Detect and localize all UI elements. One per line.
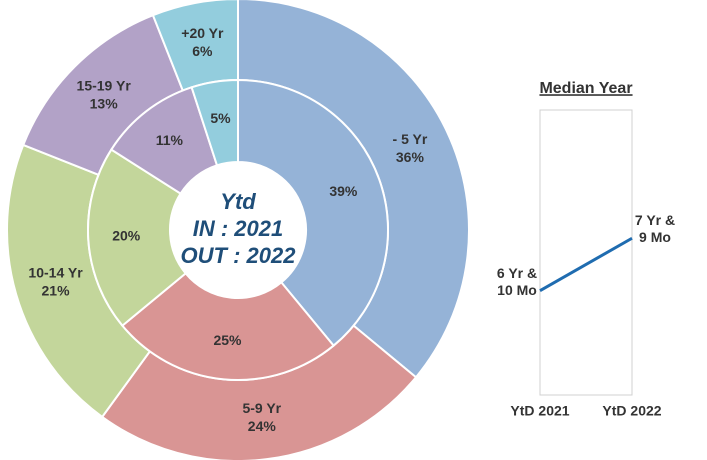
category-label: 10-14 Yr bbox=[28, 265, 83, 281]
value-label: 24% bbox=[248, 418, 277, 434]
value-label: 36% bbox=[396, 149, 425, 165]
value-label: 7 Yr & 9 Mo bbox=[634, 212, 676, 246]
value-label: 20% bbox=[112, 228, 141, 244]
value-label: 39% bbox=[329, 183, 358, 199]
donut-slice bbox=[87, 148, 188, 328]
center-text: Ytd bbox=[220, 189, 256, 214]
line bbox=[539, 236, 633, 292]
value-label: 21% bbox=[42, 283, 71, 299]
category-label: 5-9 Yr bbox=[242, 400, 281, 416]
donut-slice bbox=[190, 78, 239, 167]
category-label: - 5 Yr bbox=[393, 131, 428, 147]
value-label: 25% bbox=[213, 332, 242, 348]
category-label: 15-19 Yr bbox=[77, 77, 132, 93]
x-tick-label: YtD 2021 bbox=[510, 403, 569, 419]
plot-frame bbox=[539, 109, 633, 396]
value-label: 13% bbox=[90, 95, 119, 111]
donut-slice bbox=[121, 271, 336, 381]
value-label: 6% bbox=[192, 43, 213, 59]
center-text: OUT : 2022 bbox=[181, 243, 297, 268]
value-label: 11% bbox=[156, 132, 184, 148]
center-text: IN : 2021 bbox=[193, 216, 284, 241]
value-label: 6 Yr & 10 Mo bbox=[496, 264, 538, 298]
value-label: 5% bbox=[210, 110, 231, 126]
category-label: +20 Yr bbox=[181, 25, 224, 41]
chart-title: Median Year bbox=[539, 80, 632, 97]
x-tick-label: YtD 2022 bbox=[602, 403, 661, 419]
donut-slice bbox=[237, 78, 389, 347]
